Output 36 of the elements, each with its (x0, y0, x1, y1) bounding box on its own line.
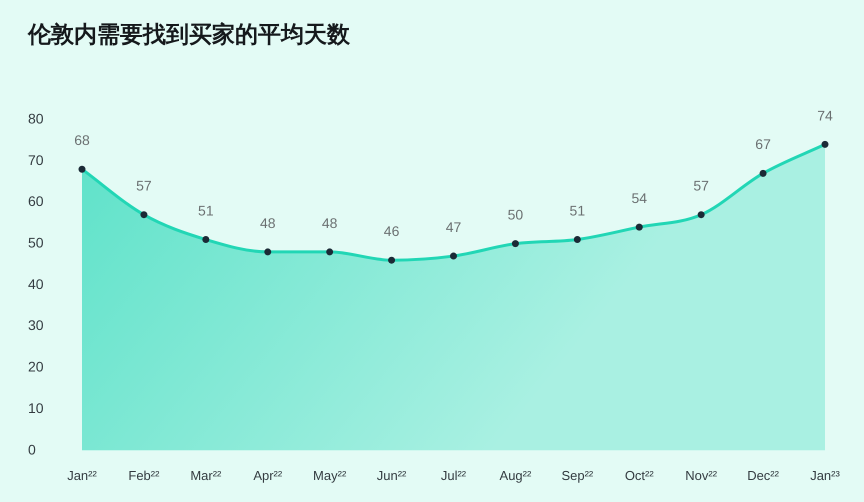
x-tick-label: Aug²² (500, 468, 532, 483)
x-tick-label: Mar²² (190, 468, 222, 483)
x-tick-label: Jun²² (376, 468, 408, 483)
x-tick-label: Feb²² (128, 468, 160, 483)
chart-title: 伦敦内需要找到买家的平均天数 (27, 20, 351, 48)
y-tick-label: 20 (28, 358, 44, 375)
x-tick-label: Jan²³ (810, 468, 840, 483)
data-label: 68 (74, 132, 90, 148)
data-label: 50 (508, 206, 524, 223)
y-tick-label: 60 (28, 193, 44, 210)
x-tick-label: Oct²² (624, 468, 654, 483)
x-tick-label: Jan²² (67, 468, 98, 483)
data-label: 51 (198, 202, 214, 218)
data-label: 46 (384, 223, 400, 240)
x-tick-label: Apr²² (253, 468, 283, 483)
x-tick-label: Sep²² (561, 468, 594, 483)
data-label: 47 (446, 218, 462, 235)
y-tick-label: 30 (28, 317, 44, 334)
data-label: 48 (322, 214, 338, 231)
data-label: 74 (817, 107, 833, 124)
y-tick-label: 50 (28, 234, 44, 251)
data-label: 51 (570, 202, 586, 218)
y-tick-label: 10 (28, 400, 44, 416)
x-tick-label: Nov²² (685, 468, 718, 483)
data-label: 54 (631, 190, 648, 206)
y-tick-label: 80 (28, 110, 44, 126)
y-tick-label: 70 (28, 152, 44, 168)
x-tick-label: Jul²² (440, 468, 467, 483)
y-tick-label: 40 (28, 276, 44, 292)
data-label: 57 (136, 178, 152, 194)
x-tick-label: Dec²² (747, 468, 780, 483)
x-tick-label: May²² (313, 468, 347, 483)
data-label: 48 (260, 214, 276, 231)
data-label: 57 (693, 178, 710, 194)
data-label: 67 (755, 136, 772, 152)
y-tick-label: 0 (28, 441, 36, 458)
